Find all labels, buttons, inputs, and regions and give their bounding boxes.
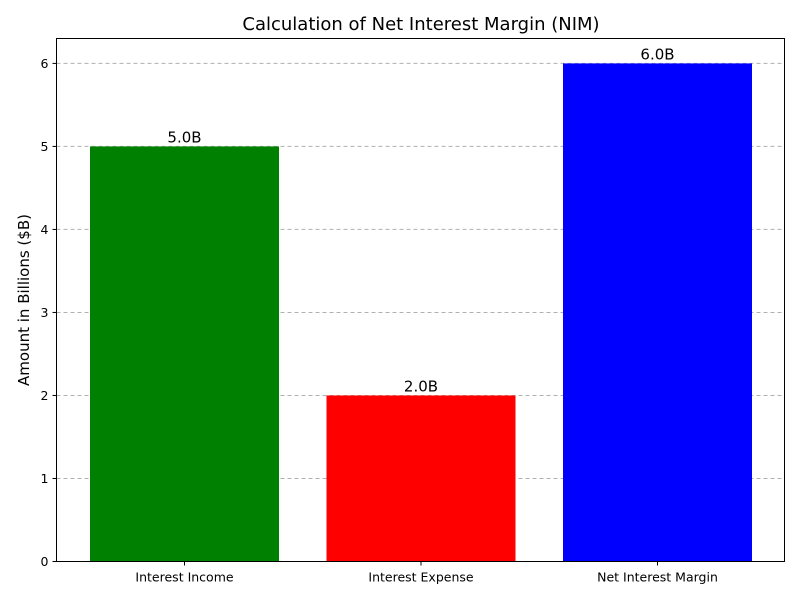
y-tick-label: 6 — [41, 56, 49, 71]
y-tick-label: 1 — [41, 471, 49, 486]
bar-value-label: 6.0B — [640, 45, 674, 63]
bar-value-label: 5.0B — [167, 128, 201, 146]
y-axis-label: Amount in Billions ($B) — [15, 214, 33, 386]
data-labels: 5.0B 2.0B 6.0B — [167, 45, 674, 395]
y-tick-label: 5 — [41, 139, 49, 154]
bar-interest-expense — [326, 395, 516, 562]
y-axis: 0 1 2 3 4 5 6 — [41, 56, 57, 569]
x-tick-label: Net Interest Margin — [597, 570, 718, 585]
bar-interest-income — [90, 146, 279, 562]
y-tick-label: 2 — [41, 388, 49, 403]
x-tick-label: Interest Expense — [368, 570, 473, 585]
bar-value-label: 2.0B — [404, 377, 438, 395]
bars — [90, 63, 752, 562]
x-tick-label: Interest Income — [135, 570, 233, 585]
plot-frame — [56, 38, 785, 562]
bar-net-interest-margin — [563, 63, 752, 562]
y-tick-label: 4 — [41, 222, 49, 237]
y-tick-label: 3 — [41, 305, 49, 320]
y-tick-label: 0 — [41, 554, 49, 569]
chart-title: Calculation of Net Interest Margin (NIM) — [242, 14, 599, 35]
x-axis: Interest Income Interest Expense Net Inter… — [135, 561, 718, 585]
